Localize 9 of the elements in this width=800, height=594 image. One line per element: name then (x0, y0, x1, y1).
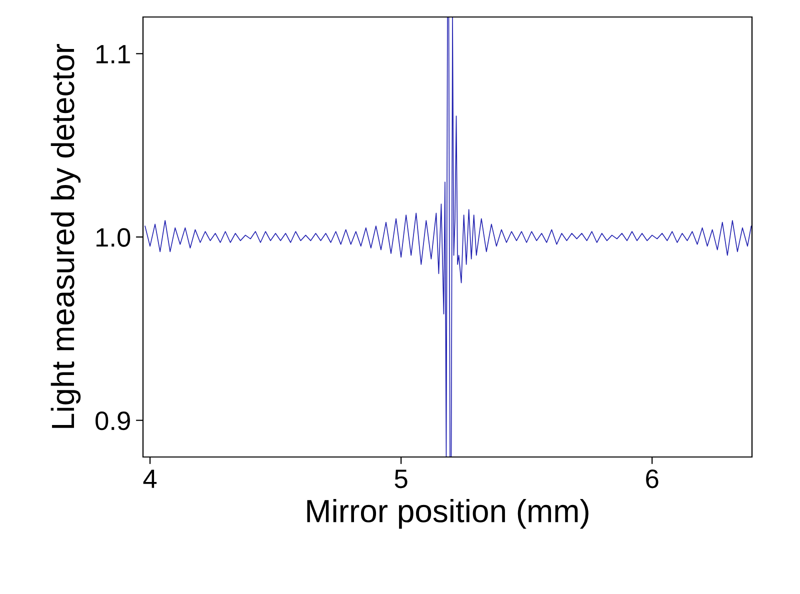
y-tick-label: 1.0 (96, 228, 130, 247)
line-series (144, 17, 752, 457)
x-tick-label: 5 (394, 470, 408, 488)
x-tick-label: 6 (646, 470, 658, 488)
y-axis-title: Light measured by detector (50, 44, 81, 428)
y-tick-label: 1.1 (96, 45, 130, 64)
x-axis-title: Mirror position (mm) (307, 498, 588, 529)
y-tick-label: 0.9 (96, 411, 130, 430)
x-tick-label: 4 (143, 470, 157, 488)
